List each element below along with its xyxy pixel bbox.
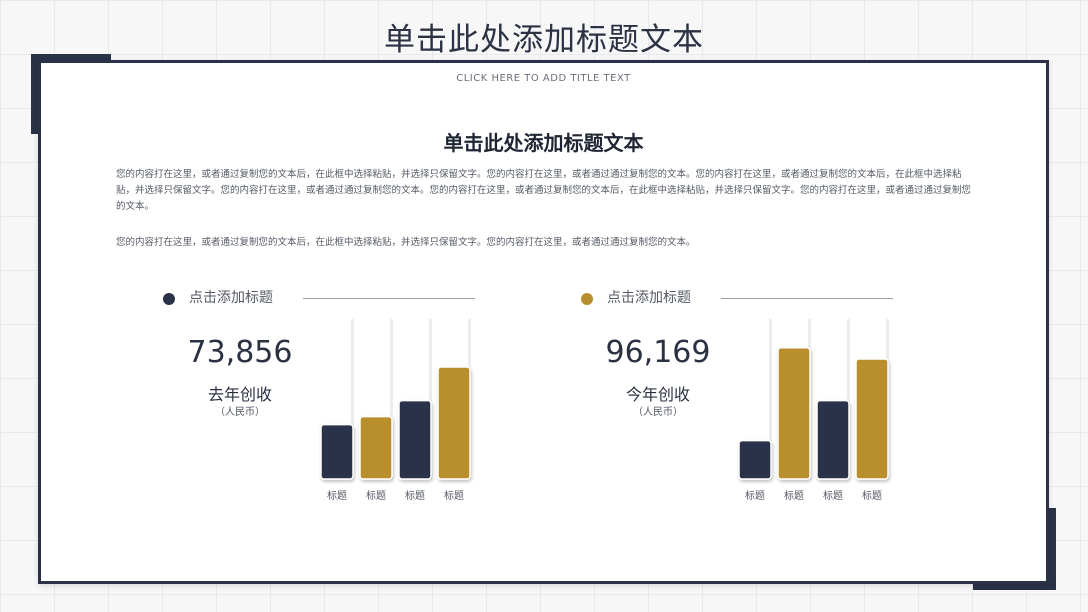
category-label: 标题 xyxy=(745,490,765,502)
bar-4 xyxy=(437,366,471,480)
bar-3 xyxy=(398,399,432,480)
category-label: 标题 xyxy=(366,490,386,502)
bullet-dot xyxy=(581,293,593,305)
content-heading: 单击此处添加标题文本 xyxy=(443,131,644,155)
paragraph-2: 您的内容打在这里，或者通过复制您的文本后，在此框中选择粘贴，并选择只保留文字。您… xyxy=(116,237,696,248)
chart-svg: 标题 标题 标题 标题 xyxy=(320,319,471,502)
bar-column-divider xyxy=(769,319,772,479)
subtitle: CLICK HERE TO ADD TITLE TEXT xyxy=(456,73,631,84)
category-label: 标题 xyxy=(784,490,804,502)
bar-column-divider xyxy=(351,319,354,479)
divider-line xyxy=(721,298,893,299)
revenue-value: 96,169 xyxy=(605,335,711,370)
bar-chart-this-year: 标题 标题 标题 标题 xyxy=(737,315,897,505)
revenue-value: 73,856 xyxy=(187,335,293,370)
divider-line xyxy=(303,298,475,299)
bar-1 xyxy=(320,423,354,480)
bullet-dot xyxy=(163,293,175,305)
revenue-label: 去年创收 xyxy=(207,385,272,404)
bar-1 xyxy=(738,439,772,480)
revenue-unit: （人民币） xyxy=(215,407,265,418)
chart-svg: 标题 标题 标题 标题 xyxy=(738,319,889,502)
category-label: 标题 xyxy=(405,490,425,502)
bar-column-divider xyxy=(390,319,393,479)
bar-column-divider xyxy=(429,319,432,479)
section-this-year: 点击添加标题 96,169 今年创收 （人民币） 标题 标题 标题 标题 xyxy=(581,285,961,505)
section-last-year: 点击添加标题 73,856 去年创收 （人民币） 标题 标题 标题 标题 xyxy=(163,285,543,505)
section-title: 点击添加标题 xyxy=(189,290,273,306)
bar-2 xyxy=(359,415,393,480)
bar-4 xyxy=(855,358,889,480)
revenue-unit: （人民币） xyxy=(633,407,683,418)
category-label: 标题 xyxy=(444,490,464,502)
category-label: 标题 xyxy=(823,490,843,502)
revenue-label: 今年创收 xyxy=(625,385,690,404)
paragraph-1: 您的内容打在这里，或者通过复制您的文本后，在此框中选择粘贴，并选择只保留文字。您… xyxy=(116,169,972,212)
category-label: 标题 xyxy=(862,490,882,502)
bar-3 xyxy=(816,399,850,480)
bar-chart-last-year: 标题 标题 标题 标题 xyxy=(319,315,479,505)
bar-column-divider xyxy=(847,319,850,479)
bar-2 xyxy=(777,347,811,480)
category-label: 标题 xyxy=(327,490,347,502)
page-title: 单击此处添加标题文本 xyxy=(384,22,704,58)
content-card: CLICK HERE TO ADD TITLE TEXT 单击此处添加标题文本 … xyxy=(38,60,1049,584)
section-title: 点击添加标题 xyxy=(607,290,691,306)
